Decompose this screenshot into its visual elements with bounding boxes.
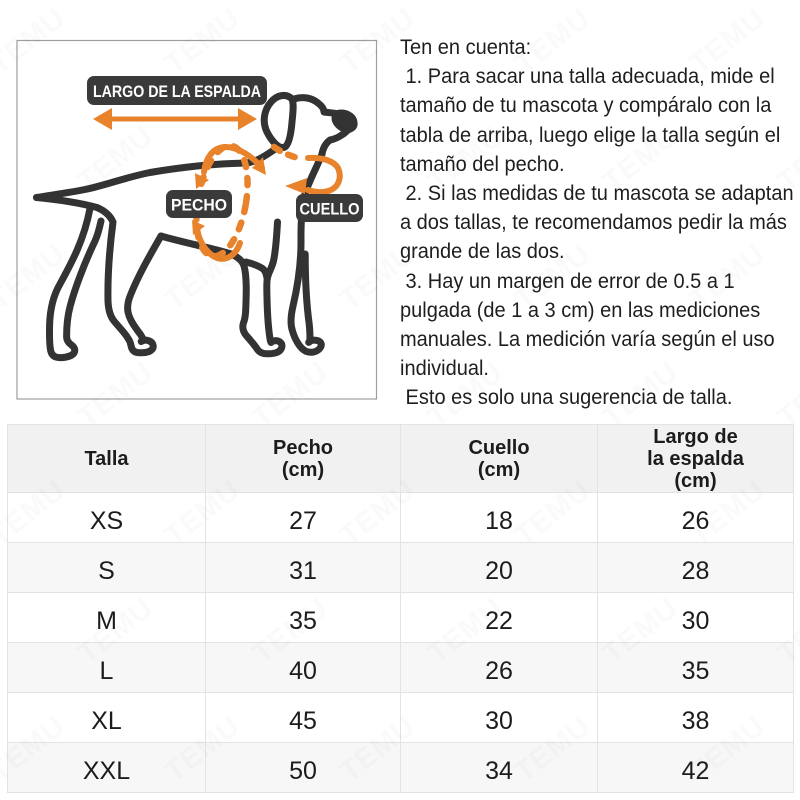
svg-text:CUELLO: CUELLO [300, 200, 360, 219]
svg-text:PECHO: PECHO [171, 196, 227, 215]
svg-text:LARGO DE LA ESPALDA: LARGO DE LA ESPALDA [93, 82, 261, 101]
